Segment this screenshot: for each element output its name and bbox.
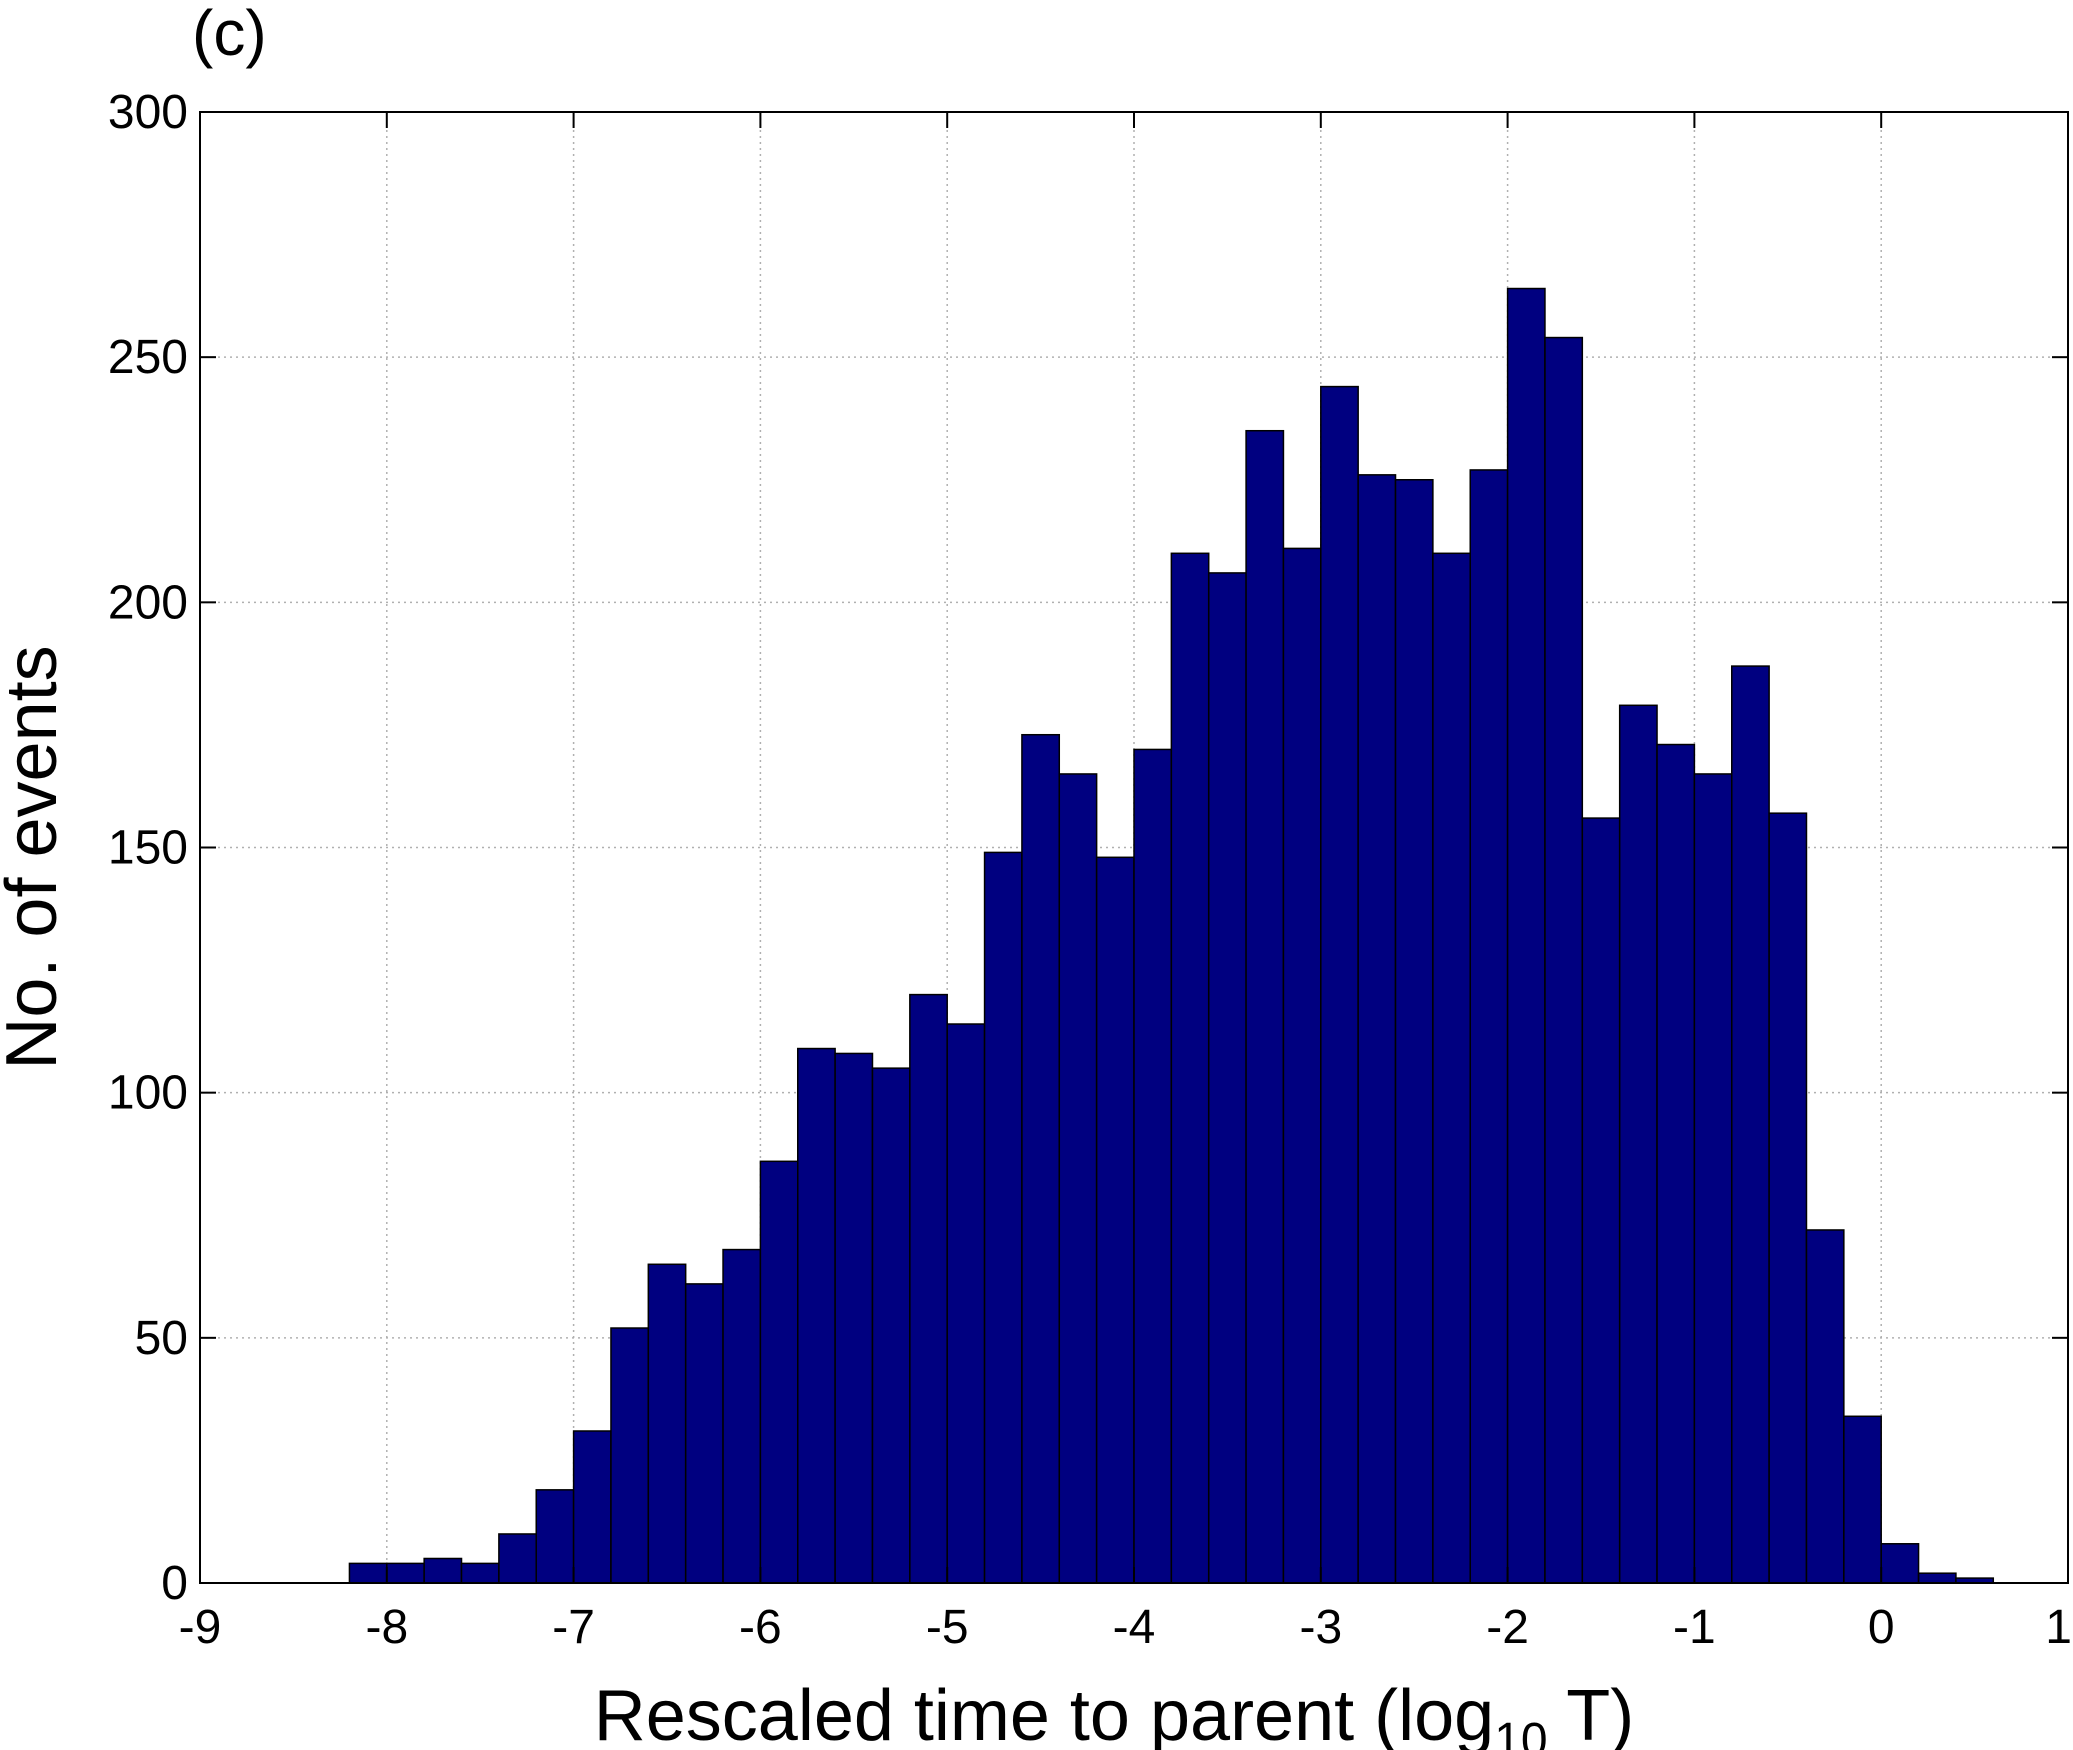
histogram-bar <box>348 1562 388 1584</box>
x-tick-label: -9 <box>179 1601 222 1654</box>
histogram-bar <box>1320 385 1359 1584</box>
histogram-bar <box>1207 572 1247 1584</box>
histogram-bar <box>1917 1572 1957 1584</box>
histogram-bar <box>647 1263 687 1584</box>
histogram-bar <box>1133 748 1173 1584</box>
y-tick-label: 250 <box>108 331 188 384</box>
histogram-bar <box>1245 429 1285 1584</box>
histogram-bars <box>348 287 1995 1584</box>
y-tick-label: 50 <box>135 1312 188 1365</box>
histogram-bar <box>572 1430 612 1584</box>
histogram-bar <box>386 1562 425 1584</box>
y-axis-label: No. of events <box>0 645 72 1069</box>
x-axis-label: Rescaled time to parent (log10 T) <box>594 1676 1635 1750</box>
x-tick-label: -5 <box>926 1601 969 1654</box>
histogram-bar <box>1357 474 1397 1584</box>
x-tick-label: -8 <box>365 1601 408 1654</box>
x-tick-label: -3 <box>1299 1601 1342 1654</box>
axis-ticks <box>199 111 2069 1584</box>
histogram-bar <box>1544 336 1584 1584</box>
histogram-bar <box>834 1052 874 1584</box>
x-tick-label: -1 <box>1673 1601 1716 1654</box>
x-tick-label: -6 <box>739 1601 782 1654</box>
histogram-bar <box>1021 733 1061 1584</box>
histogram-bar <box>1843 1415 1882 1584</box>
histogram-bar <box>1432 552 1471 1584</box>
histogram-bar <box>871 1067 911 1584</box>
histogram-bar <box>1058 773 1098 1584</box>
histogram-bar <box>535 1489 575 1584</box>
panel-label: (c) <box>192 0 267 69</box>
y-tick-labels: 0 50 100 150 200 250 300 <box>108 86 188 1610</box>
histogram-bar <box>1095 856 1135 1584</box>
histogram-bar <box>1768 812 1808 1584</box>
y-tick-label: 300 <box>108 86 188 139</box>
histogram-bar <box>460 1562 500 1584</box>
histogram-bar <box>1880 1543 1920 1584</box>
x-tick-label: 1 <box>2045 1601 2072 1654</box>
histogram-bar <box>759 1160 799 1584</box>
x-tick-label: -4 <box>1113 1601 1156 1654</box>
histogram-bar <box>1656 743 1696 1584</box>
histogram-bar <box>1618 704 1658 1584</box>
histogram-bar <box>1170 552 1210 1584</box>
histogram-bar <box>684 1283 724 1584</box>
y-tick-label: 100 <box>108 1067 188 1120</box>
histogram-bar <box>423 1557 463 1584</box>
histogram-bar <box>1282 547 1322 1584</box>
histogram-bar <box>946 1023 986 1584</box>
histogram-bar <box>498 1533 537 1584</box>
y-tick-label: 200 <box>108 576 188 629</box>
histogram-bar <box>610 1327 650 1584</box>
histogram-bar <box>1581 817 1621 1584</box>
histogram-bar <box>722 1248 762 1584</box>
histogram-bar <box>1506 287 1546 1584</box>
x-tick-label: -7 <box>552 1601 595 1654</box>
histogram-bar <box>1693 773 1733 1584</box>
histogram-bar <box>983 851 1023 1584</box>
y-tick-label: 150 <box>108 822 188 875</box>
histogram-bar <box>797 1047 836 1584</box>
x-tick-labels: -9 -8 -7 -6 -5 -4 -3 -2 -1 0 1 <box>179 1601 2072 1654</box>
x-tick-label: 0 <box>1868 1601 1895 1654</box>
x-tick-label: -2 <box>1486 1601 1529 1654</box>
y-tick-label: 0 <box>161 1557 188 1610</box>
histogram-bar <box>1805 1229 1845 1584</box>
histogram-bar <box>1394 479 1434 1584</box>
histogram-bar <box>1731 665 1770 1584</box>
histogram-bar <box>909 993 948 1584</box>
histogram-bar <box>1469 469 1509 1584</box>
